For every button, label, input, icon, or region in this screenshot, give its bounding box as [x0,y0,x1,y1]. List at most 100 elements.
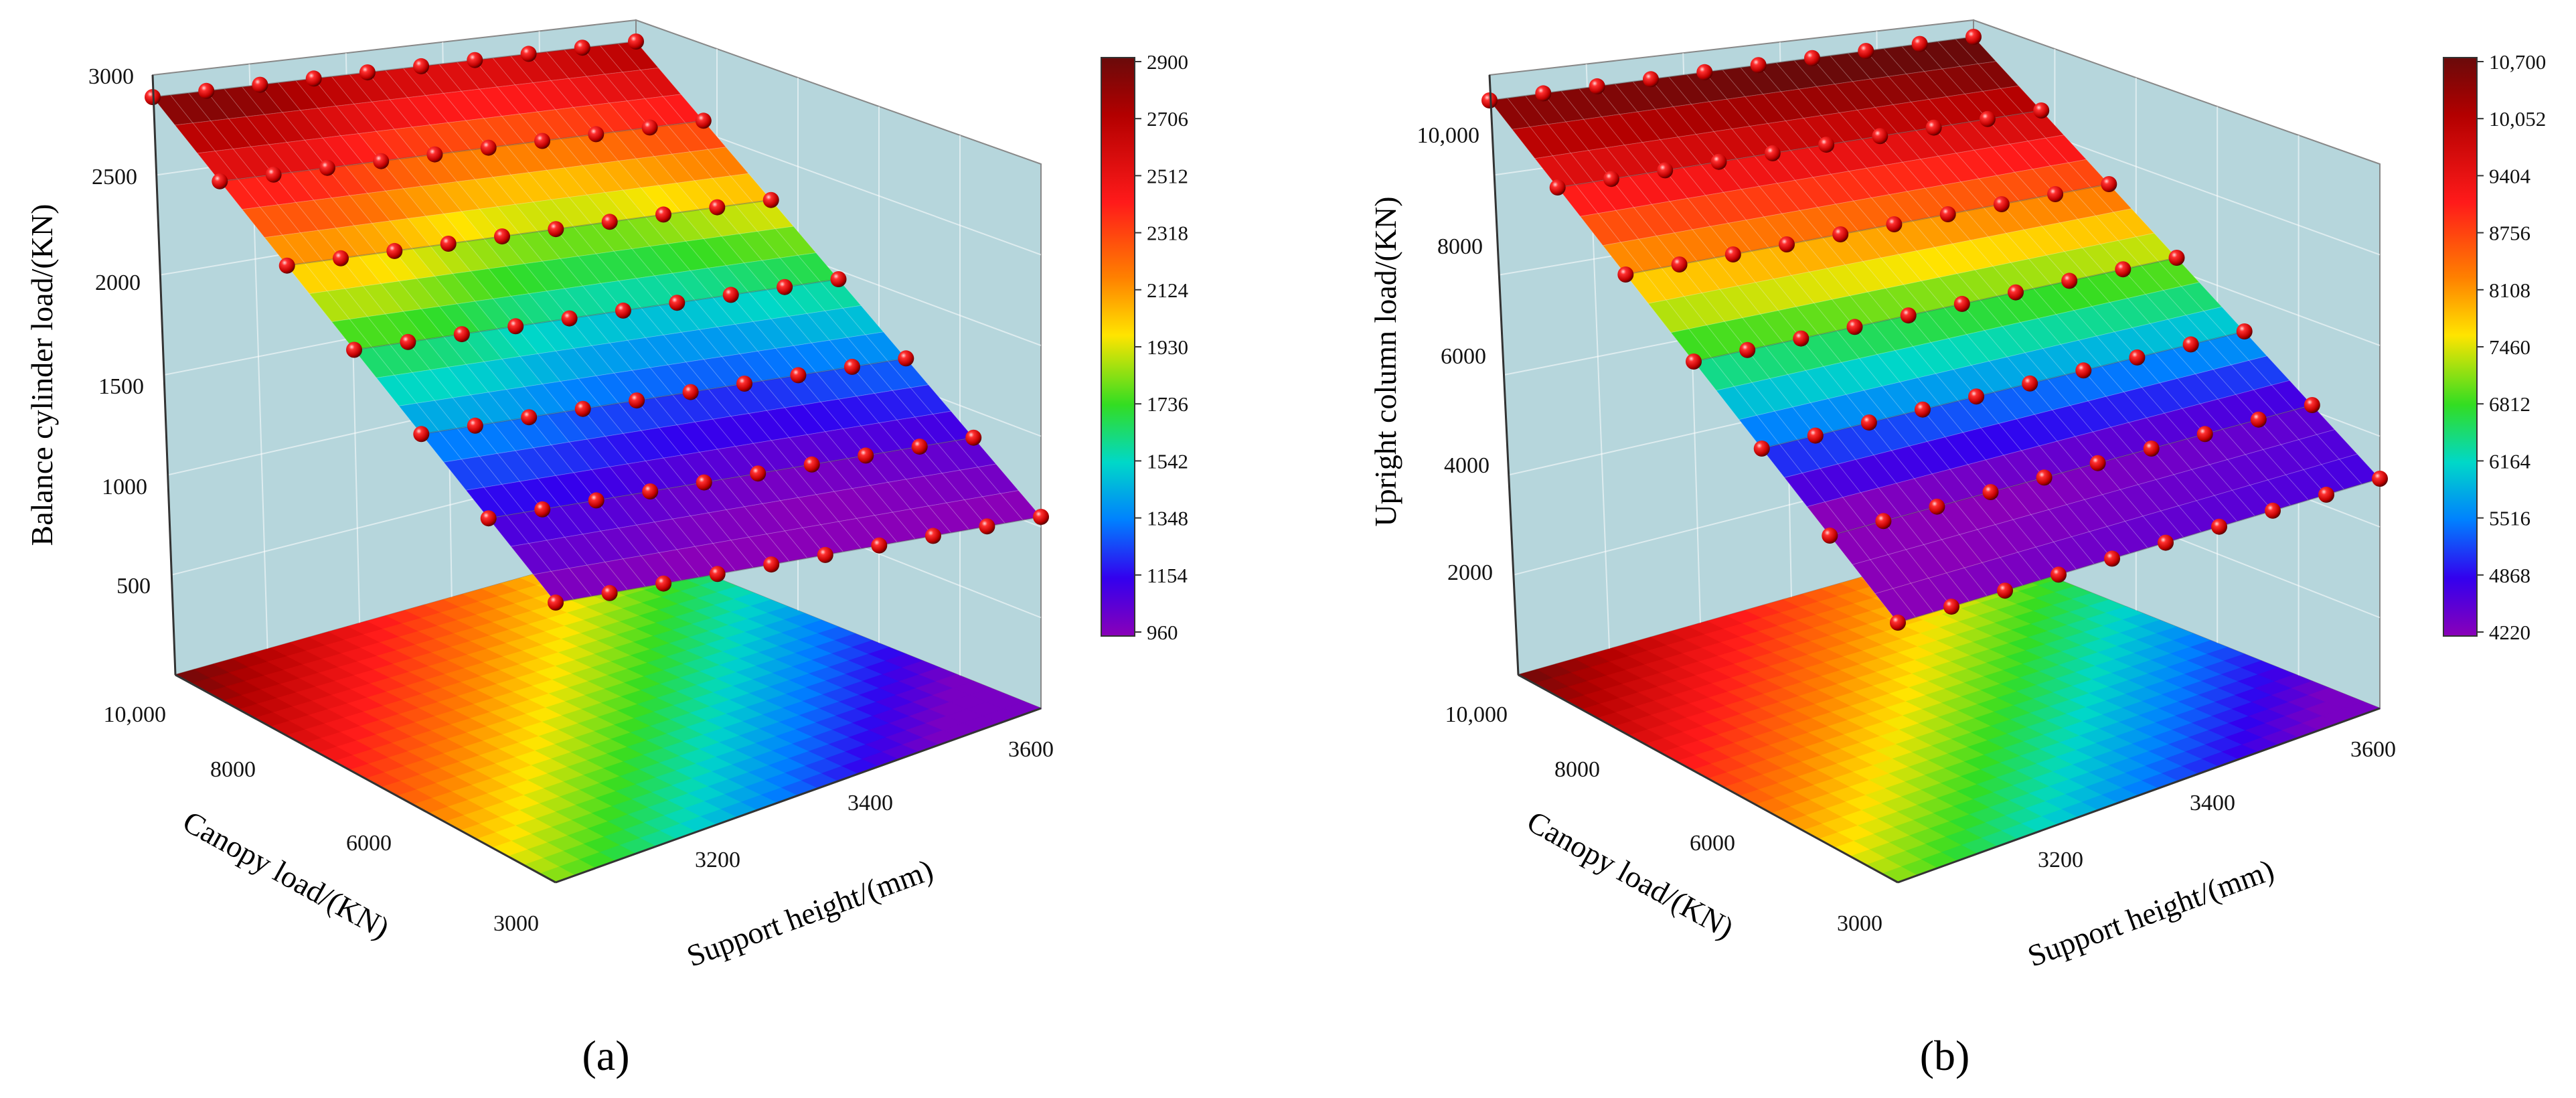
surface-contour [1897,478,2381,623]
surface-contour [488,437,974,520]
data-point [843,358,860,375]
data-point [911,439,928,455]
data-point [359,64,376,81]
colorbar: 2900 2706 2512 2318 2124 1930 1736 1542 1348 1154… [1101,50,1189,644]
colorbar-tick-label: 1542 [1147,449,1188,473]
colorbar-tick-label: 2706 [1147,107,1188,131]
z-tick-label: 10,000 [1417,123,1480,148]
data-point [2022,375,2038,392]
data-point [682,384,699,400]
data-point [709,566,726,582]
colorbar-tick-label: 6812 [2489,392,2530,416]
colorbar-ticks: 10,700 10,052 9404 8756 8108 7460 6812 6164 5516… [2477,50,2546,644]
data-point [1875,513,1892,530]
data-point [1900,307,1917,324]
data-point [278,257,295,274]
data-point [2008,284,2024,301]
data-point [1858,43,1874,60]
y-tick-label: 8000 [210,757,256,782]
data-point [252,76,268,93]
data-point [480,510,497,527]
colorbar-tick-label: 8108 [2489,279,2530,302]
data-point [898,350,914,367]
colorbar-tick-label: 1930 [1147,335,1188,359]
y-axis-title: Canopy load/(KN) [177,804,395,945]
data-point [858,447,874,464]
data-point [924,528,941,544]
surface-contour [1557,110,2042,188]
surface-contour [220,120,704,182]
z-axis-ticks: 10,000 8000 6000 4000 2000 [1417,123,1494,585]
data-point [965,429,982,446]
data-point [1807,427,1824,444]
data-point [574,400,591,417]
data-point [709,199,726,216]
data-point [2075,362,2092,379]
data-point [1997,582,2013,599]
data-point [1929,498,1945,515]
data-point [655,575,672,592]
z-axis-ticks: 3000 2500 2000 1500 1000 500 [88,64,151,599]
data-point [2033,102,2050,119]
data-point [2143,441,2160,457]
y-tick-label: 3000 [493,911,539,936]
z-tick-label: 2000 [1447,560,1493,585]
data-point [871,537,888,554]
surface-contour [1830,404,2313,536]
data-point [1982,484,1999,500]
data-point [2129,349,2146,366]
data-point [346,341,362,358]
data-point [413,426,430,443]
data-point [1657,162,1674,179]
surface-contour [421,358,906,435]
colorbar-ramp [1101,57,1135,637]
data-point [628,33,644,50]
colorbar-tick-label: 8756 [2489,222,2530,245]
data-point [1979,110,1996,127]
data-point [1943,599,1959,615]
colorbar-tick-label: 1348 [1147,507,1188,530]
z-tick-label: 4000 [1444,453,1490,478]
data-point [2265,502,2281,519]
data-point [1750,57,1767,74]
data-point [440,236,457,252]
y-tick-label: 3000 [1837,911,1882,936]
z-tick-label: 500 [116,574,151,599]
data-point [1822,528,1838,544]
data-point [319,159,335,176]
data-point [1939,206,1956,222]
x-tick-label: 3600 [1008,737,1054,762]
z-tick-label: 1500 [98,374,144,399]
data-point [467,52,483,68]
surface-contour [1489,36,1974,101]
data-point [1589,78,1605,94]
data-point [629,392,645,409]
colorbar-tick-label: 2512 [1147,164,1188,187]
y-axis-ticks: 10,000 8000 6000 3000 [1445,702,1883,936]
data-point [1915,401,1931,418]
data-point [1965,29,1982,45]
data-point [1832,226,1849,242]
surface-contour [1693,257,2177,362]
data-point [763,556,780,573]
surface-contour [287,199,771,266]
data-point [2158,534,2174,551]
z-tick-label: 6000 [1441,344,1486,369]
data-points [1481,29,2388,631]
colorbar-tick-label: 2318 [1147,222,1188,245]
data-point [1993,196,2010,212]
data-point [1953,295,1970,312]
data-point [588,492,605,509]
colorbar-tick-label: 10,052 [2489,107,2546,131]
data-point [588,126,605,143]
colorbar-tick-label: 1154 [1147,564,1188,587]
x-tick-label: 3200 [695,848,740,872]
data-point [979,518,995,535]
data-point [1793,330,1809,347]
data-point [1890,615,1906,631]
data-point [1925,119,1942,136]
chart-panel-a: 3000 2500 2000 1500 1000 500 Balance cyl… [25,19,1189,1079]
data-point [2050,566,2067,583]
z-axis-title: Upright column load/(KN) [1368,196,1402,526]
surface-contour [555,516,1042,603]
